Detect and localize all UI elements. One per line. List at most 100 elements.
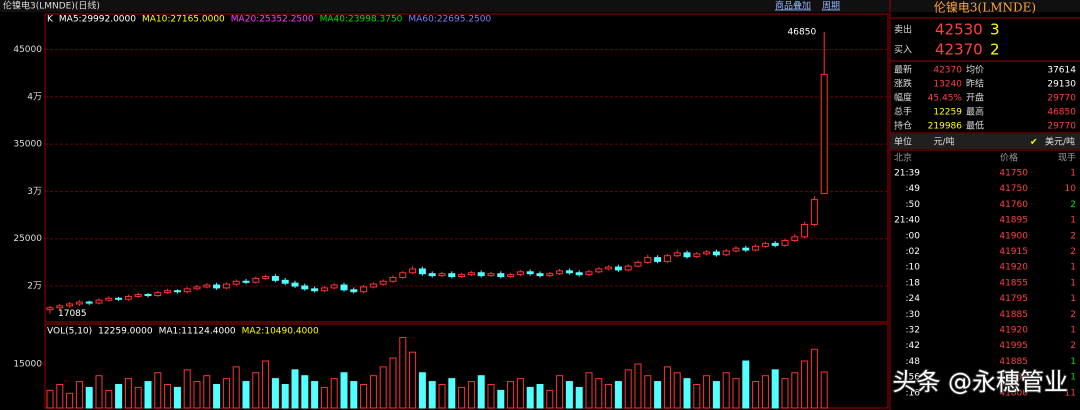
volume-bar bbox=[252, 372, 260, 409]
candle-body bbox=[213, 284, 221, 289]
volume-bar bbox=[399, 337, 407, 409]
volume-bar bbox=[526, 386, 534, 409]
volume-bar bbox=[213, 384, 221, 409]
candle-body bbox=[232, 280, 240, 285]
stat-value: 29130 bbox=[1047, 80, 1076, 90]
volume-bar bbox=[262, 360, 270, 409]
volume-bar bbox=[183, 369, 191, 409]
volume-bar bbox=[330, 378, 338, 409]
candle-body bbox=[95, 299, 103, 304]
trade-time: :49 bbox=[906, 184, 921, 194]
candle-body bbox=[624, 265, 632, 271]
y-tick-label: 45000 bbox=[13, 45, 42, 55]
candle-body bbox=[154, 292, 162, 296]
trade-price: 41895 bbox=[999, 216, 1028, 226]
trade-qty: 2 bbox=[1070, 200, 1076, 210]
legend-entry: MA60:22695.2500 bbox=[408, 15, 491, 25]
candle-body bbox=[761, 242, 769, 247]
candle-body bbox=[360, 286, 368, 293]
volume-bar bbox=[154, 372, 162, 409]
volume-bar bbox=[654, 381, 662, 409]
trade-qty: 1 bbox=[1070, 216, 1076, 226]
candle-body bbox=[752, 245, 760, 251]
volume-bar bbox=[497, 389, 505, 409]
volume-bar bbox=[752, 381, 760, 409]
volume-bar bbox=[595, 378, 603, 409]
unit-cell[interactable]: ✔ bbox=[1030, 138, 1038, 148]
volume-bar bbox=[781, 378, 789, 409]
order-label: 卖出 bbox=[894, 24, 912, 36]
volume-bar bbox=[95, 375, 103, 409]
candle-body bbox=[418, 268, 426, 275]
volume-bar bbox=[507, 381, 515, 409]
candle-body bbox=[516, 271, 524, 276]
volume-bar bbox=[418, 372, 426, 409]
trade-qty: 1 bbox=[1070, 326, 1076, 336]
trade-time: :48 bbox=[906, 357, 921, 367]
volume-bar bbox=[320, 386, 328, 409]
volume-bar bbox=[222, 378, 230, 409]
trade-time: :02 bbox=[906, 247, 920, 257]
stat-label: 总手 bbox=[894, 106, 912, 118]
volume-bar bbox=[66, 392, 74, 409]
order-qty: 2 bbox=[990, 41, 1000, 59]
volume-bar bbox=[46, 389, 54, 409]
candle-body bbox=[203, 284, 211, 288]
trade-price: 41760 bbox=[999, 200, 1028, 210]
volume-frame bbox=[44, 323, 889, 409]
unit-cell[interactable]: 美元/吨 bbox=[1045, 136, 1075, 148]
candle-body bbox=[497, 273, 505, 278]
volume-bar bbox=[232, 366, 240, 409]
volume-bar bbox=[458, 386, 466, 409]
candle-body bbox=[222, 283, 230, 289]
volume-bar bbox=[311, 381, 319, 409]
trade-header: 价格 bbox=[1000, 152, 1018, 164]
volume-bar bbox=[134, 386, 142, 409]
volume-bar bbox=[683, 378, 691, 409]
volume-bar bbox=[732, 378, 740, 409]
candle-body bbox=[683, 252, 691, 258]
volume-bar bbox=[693, 384, 701, 409]
trade-qty: 1 bbox=[1070, 278, 1076, 288]
volume-bar bbox=[360, 384, 368, 409]
candle-body bbox=[173, 290, 181, 293]
candle-body bbox=[399, 272, 407, 278]
legend-entry: VOL(5,10) bbox=[47, 327, 92, 337]
legend-entry: MA2:10490.4000 bbox=[242, 327, 319, 337]
candle-body bbox=[585, 271, 593, 276]
candle-body bbox=[56, 305, 64, 309]
overlay-link[interactable]: 商品叠加 bbox=[775, 0, 811, 12]
period-link[interactable]: 周期 bbox=[822, 1, 840, 12]
volume-bar bbox=[467, 381, 475, 409]
volume-bar bbox=[565, 381, 573, 409]
volume-bar bbox=[301, 375, 309, 409]
volume-bar bbox=[438, 384, 446, 409]
candle-body bbox=[663, 255, 671, 262]
candle-body bbox=[781, 240, 789, 246]
unit-cell: 单位 bbox=[894, 136, 912, 148]
candle-body bbox=[252, 277, 260, 283]
watermark: 头条 @永穗管业 bbox=[892, 368, 1068, 396]
volume-bar bbox=[409, 351, 417, 409]
volume-bar bbox=[771, 369, 779, 409]
y-tick-label: 2万 bbox=[27, 282, 42, 292]
stat-value: 29770 bbox=[1047, 94, 1076, 104]
trade-price: 41750 bbox=[999, 184, 1028, 194]
candle-body bbox=[605, 266, 613, 270]
volume-bar bbox=[556, 375, 564, 409]
stat-value: 46850 bbox=[1047, 108, 1076, 118]
trade-qty: 1 bbox=[1070, 263, 1076, 273]
trade-qty: 2 bbox=[1070, 231, 1076, 241]
trade-price: 41920 bbox=[999, 263, 1028, 273]
volume-bar bbox=[75, 381, 83, 409]
candle-body bbox=[458, 274, 466, 278]
candle-body bbox=[820, 73, 828, 195]
volume-bar bbox=[389, 357, 397, 409]
candle-body bbox=[66, 303, 74, 307]
volume-bar bbox=[820, 371, 828, 409]
legend-entry: MA10:27165.0000 bbox=[142, 15, 225, 25]
unit-cell[interactable]: 元/吨 bbox=[933, 136, 954, 148]
trade-time: :32 bbox=[906, 326, 920, 336]
volume-bar bbox=[634, 363, 642, 409]
candle-body bbox=[144, 294, 152, 297]
